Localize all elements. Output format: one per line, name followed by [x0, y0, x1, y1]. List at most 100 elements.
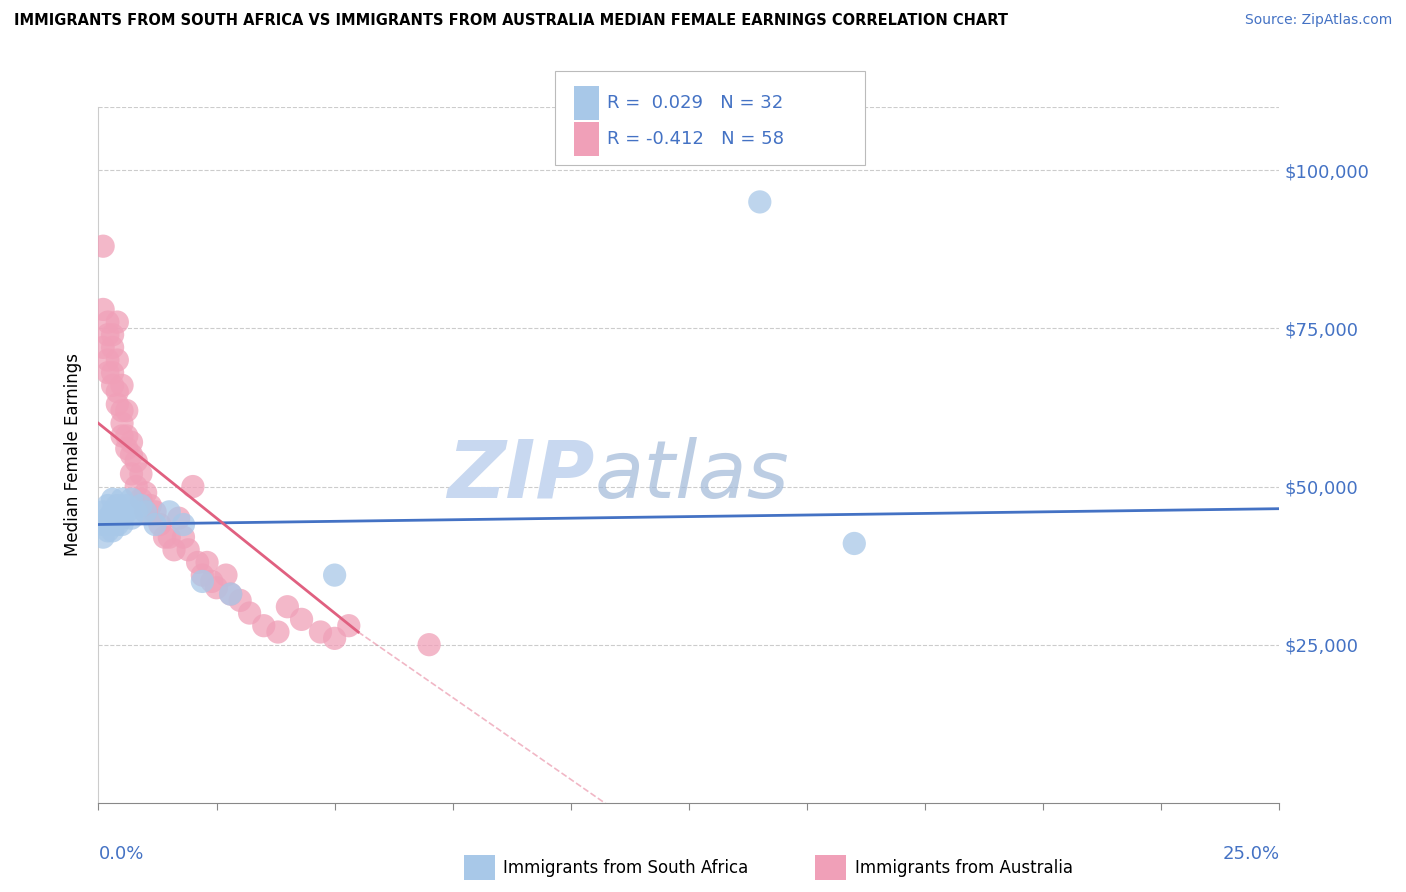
- Point: [101, 505, 124, 519]
- Point: [111, 429, 134, 443]
- Point: [205, 581, 228, 595]
- Point: [748, 194, 770, 209]
- Point: [97, 511, 120, 525]
- Point: [97, 499, 120, 513]
- Point: [187, 556, 209, 570]
- Point: [418, 638, 440, 652]
- Point: [101, 378, 124, 392]
- Point: [229, 593, 252, 607]
- Point: [215, 568, 238, 582]
- Point: [101, 524, 124, 538]
- Point: [239, 606, 262, 620]
- Point: [143, 517, 166, 532]
- Point: [91, 505, 114, 519]
- Point: [129, 467, 152, 481]
- Point: [111, 378, 134, 392]
- Point: [91, 340, 114, 354]
- Point: [219, 587, 242, 601]
- Point: [172, 517, 194, 532]
- Text: Immigrants from Australia: Immigrants from Australia: [855, 859, 1073, 877]
- Point: [97, 517, 120, 532]
- Point: [101, 340, 124, 354]
- Point: [135, 505, 157, 519]
- Point: [323, 632, 346, 646]
- Point: [115, 505, 138, 519]
- Point: [267, 625, 290, 640]
- Point: [219, 587, 242, 601]
- Point: [201, 574, 224, 589]
- Point: [91, 302, 114, 317]
- Text: R = -0.412   N = 58: R = -0.412 N = 58: [607, 130, 785, 148]
- Point: [111, 403, 134, 417]
- Point: [91, 517, 114, 532]
- Point: [115, 403, 138, 417]
- Point: [129, 492, 152, 507]
- Point: [111, 492, 134, 507]
- Point: [309, 625, 332, 640]
- Point: [253, 618, 276, 632]
- Point: [97, 315, 120, 329]
- Point: [101, 492, 124, 507]
- Point: [97, 366, 120, 380]
- Point: [191, 568, 214, 582]
- Point: [191, 574, 214, 589]
- Point: [276, 599, 298, 614]
- Point: [129, 499, 152, 513]
- Point: [105, 517, 128, 532]
- Text: 25.0%: 25.0%: [1222, 845, 1279, 863]
- Point: [97, 353, 120, 368]
- Point: [157, 505, 180, 519]
- Point: [115, 499, 138, 513]
- Text: 0.0%: 0.0%: [98, 845, 143, 863]
- Text: R =  0.029   N = 32: R = 0.029 N = 32: [607, 94, 783, 112]
- Point: [125, 505, 148, 519]
- Point: [167, 511, 190, 525]
- Point: [149, 517, 172, 532]
- Point: [105, 384, 128, 399]
- Text: Source: ZipAtlas.com: Source: ZipAtlas.com: [1244, 13, 1392, 28]
- Point: [121, 448, 143, 462]
- Point: [97, 524, 120, 538]
- Point: [105, 499, 128, 513]
- Point: [143, 505, 166, 519]
- Point: [105, 505, 128, 519]
- Text: ZIP: ZIP: [447, 437, 595, 515]
- Point: [105, 353, 128, 368]
- Point: [91, 239, 114, 253]
- Point: [91, 530, 114, 544]
- Point: [290, 612, 312, 626]
- Text: IMMIGRANTS FROM SOUTH AFRICA VS IMMIGRANTS FROM AUSTRALIA MEDIAN FEMALE EARNINGS: IMMIGRANTS FROM SOUTH AFRICA VS IMMIGRAN…: [14, 13, 1008, 29]
- Point: [177, 542, 200, 557]
- Point: [121, 435, 143, 450]
- Point: [125, 479, 148, 493]
- Point: [121, 467, 143, 481]
- Point: [101, 511, 124, 525]
- Point: [125, 454, 148, 468]
- Point: [101, 327, 124, 342]
- Point: [163, 542, 186, 557]
- Point: [111, 517, 134, 532]
- Point: [101, 366, 124, 380]
- Point: [157, 530, 180, 544]
- Point: [195, 556, 218, 570]
- Point: [115, 429, 138, 443]
- Point: [135, 505, 157, 519]
- Point: [172, 530, 194, 544]
- Point: [97, 327, 120, 342]
- Point: [115, 442, 138, 456]
- Point: [153, 530, 176, 544]
- Point: [323, 568, 346, 582]
- Point: [844, 536, 866, 550]
- Point: [105, 397, 128, 411]
- Point: [105, 315, 128, 329]
- Point: [111, 511, 134, 525]
- Text: atlas: atlas: [595, 437, 789, 515]
- Point: [121, 492, 143, 507]
- Point: [337, 618, 360, 632]
- Point: [181, 479, 204, 493]
- Point: [121, 511, 143, 525]
- Text: Immigrants from South Africa: Immigrants from South Africa: [503, 859, 748, 877]
- Point: [135, 486, 157, 500]
- Point: [139, 499, 162, 513]
- Point: [111, 417, 134, 431]
